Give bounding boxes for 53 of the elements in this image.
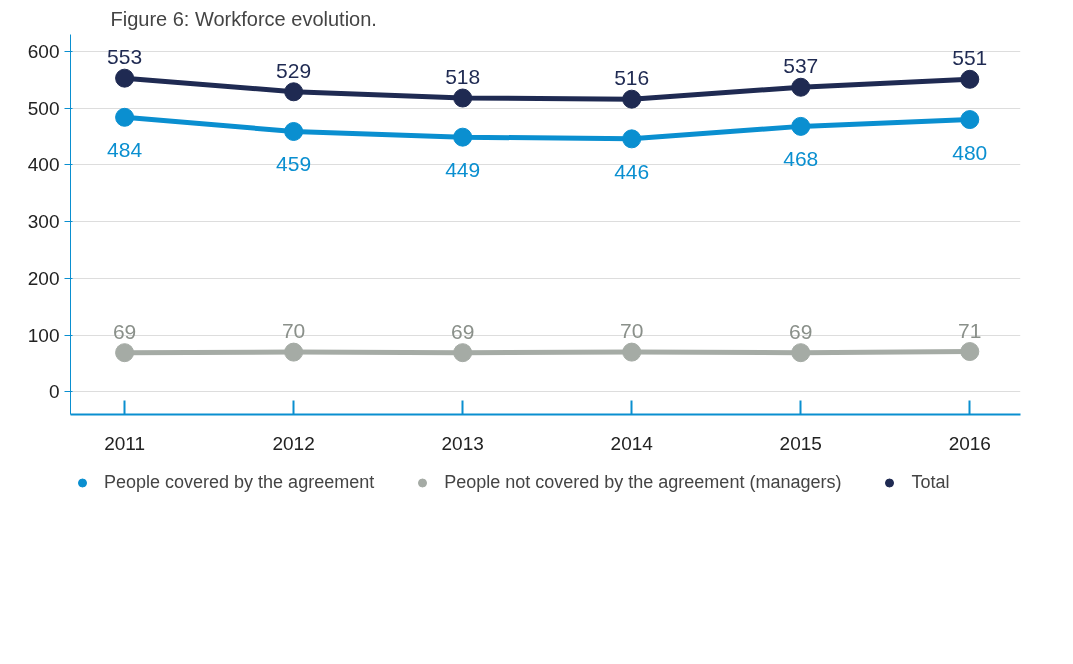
y-tick-label: 500 (27, 97, 60, 119)
x-tick-label: 2013 (441, 432, 484, 454)
x-tick-label: 2014 (610, 432, 654, 454)
point (453, 343, 473, 363)
data-label: 70 (281, 319, 306, 343)
y-tick-label: 0 (48, 381, 60, 403)
point (791, 343, 811, 363)
point (960, 69, 980, 89)
legend-label: Total (911, 471, 950, 493)
data-label: 468 (783, 147, 819, 171)
point (284, 82, 304, 102)
data-label: 70 (620, 319, 644, 343)
data-label: 516 (614, 66, 650, 90)
data-label: 446 (614, 159, 650, 183)
data-label: 449 (445, 158, 481, 182)
x-tick-label: 2016 (948, 432, 991, 454)
y-tick-label: 600 (27, 41, 60, 63)
point (115, 68, 135, 88)
point (284, 342, 304, 362)
y-tick-label: 100 (27, 324, 60, 346)
point (622, 89, 642, 109)
data-label: 69 (789, 319, 813, 343)
legend-label: People not covered by the agreement (managers) (444, 471, 842, 493)
data-label: 71 (958, 318, 982, 342)
point (622, 342, 642, 362)
point (622, 129, 642, 149)
data-label: 480 (952, 140, 988, 164)
x-tick-label: 2011 (104, 432, 146, 454)
y-tick-label: 400 (27, 154, 60, 176)
point (791, 116, 811, 136)
data-label: 529 (276, 58, 312, 82)
data-label: 69 (112, 319, 137, 343)
point (284, 122, 304, 141)
legend-label: People covered by the agreement (104, 471, 375, 493)
data-label: 551 (952, 46, 988, 70)
x-tick-label: 2012 (272, 432, 315, 454)
data-label: 459 (276, 152, 312, 176)
data-label: 518 (445, 65, 481, 89)
chart-title: Figure 6: Workforce evolution. (110, 7, 377, 30)
point (960, 110, 980, 130)
point (453, 127, 473, 147)
x-tick-label: 2015 (779, 432, 822, 454)
point (115, 343, 135, 363)
data-label: 69 (450, 319, 475, 343)
y-tick-label: 300 (27, 211, 60, 233)
data-label: 537 (783, 54, 819, 78)
data-label: 484 (107, 138, 143, 162)
y-tick-label: 200 (27, 267, 60, 289)
data-label: 553 (107, 45, 143, 69)
point (453, 88, 473, 108)
point (960, 342, 980, 362)
point (115, 107, 135, 127)
point (791, 77, 811, 97)
